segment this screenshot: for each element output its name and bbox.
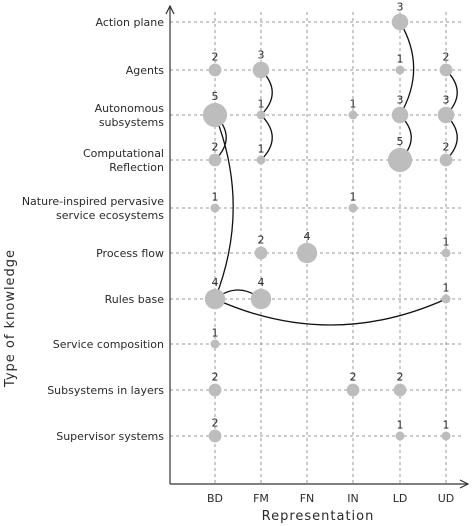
bubble-count-label: 1	[212, 327, 219, 340]
bubble-point	[395, 65, 405, 75]
relation-link	[214, 298, 447, 326]
bubble-count-label: 1	[350, 191, 357, 204]
bubble-point	[393, 383, 407, 397]
bubble-point	[391, 106, 409, 124]
bubble-point	[250, 288, 272, 310]
relation-links	[214, 21, 458, 326]
bubble-point	[208, 63, 222, 77]
bubble-point	[208, 429, 222, 443]
y-tick-label: Supervisor systems	[56, 430, 164, 443]
bubble-count-label: 4	[258, 276, 265, 289]
bubble-count-label: 2	[397, 371, 404, 384]
y-tick-label: Subsystems in layers	[47, 384, 164, 397]
bubble-point	[256, 155, 266, 165]
bubble-point	[439, 63, 453, 77]
bubble-count-label: 2	[212, 371, 219, 384]
bubble-count-label: 1	[212, 191, 219, 204]
grid-lines	[170, 12, 462, 484]
x-axis-arrow	[459, 479, 470, 489]
y-tick-label: Agents	[126, 64, 165, 77]
y-axis-arrow	[165, 4, 175, 15]
x-tick-label: FN	[300, 492, 315, 505]
bubble-point	[210, 339, 220, 349]
bubble-count-label: 2	[212, 141, 219, 154]
bubble-point	[202, 102, 228, 128]
bubble-count-label: 2	[212, 51, 219, 64]
y-tick-label: Computational Reflection	[83, 147, 164, 174]
y-tick-label: Action plane	[96, 16, 165, 29]
bubble-count-label: 1	[397, 53, 404, 66]
bubble-count-label: 1	[258, 143, 265, 156]
bubble-count-label: 1	[443, 282, 450, 295]
bubble-point	[256, 110, 266, 120]
x-tick-label: FM	[253, 492, 269, 505]
axes	[165, 4, 470, 489]
bubble-count-label: 1	[443, 236, 450, 249]
bubble-point	[204, 288, 226, 310]
bubble-point	[348, 110, 358, 120]
x-tick-label: UD	[438, 492, 455, 505]
bubble-point	[208, 153, 222, 167]
bubble-count-label: 4	[212, 276, 219, 289]
bubble-count-label: 1	[443, 419, 450, 432]
bubble-point	[210, 203, 220, 213]
bubble-count-label: 2	[258, 234, 265, 247]
bubble-point	[348, 203, 358, 213]
bubble-count-label: 3	[397, 94, 404, 107]
y-tick-labels: Action plane Agents Autonomous subsystems Co…	[22, 16, 164, 443]
bubble-count-label: 3	[443, 94, 450, 107]
y-axis-label: Type of knowledge	[3, 249, 18, 388]
y-tick-label: Service composition	[53, 338, 164, 351]
bubble-count-label: 2	[443, 141, 450, 154]
bubble-point	[441, 294, 451, 304]
y-tick-label: Process flow	[96, 247, 164, 260]
y-tick-label: Rules base	[105, 293, 165, 306]
bubble-count-label: 5	[212, 90, 219, 103]
bubble-count-label: 2	[212, 417, 219, 430]
bubble-point	[296, 242, 318, 264]
bubble-point	[437, 106, 455, 124]
bubble-point	[395, 431, 405, 441]
relation-link	[399, 21, 415, 116]
relation-link	[260, 114, 273, 161]
bubble-count-label: 2	[443, 51, 450, 64]
bubbles: 3 2 3 1 2 5 1 1 3 3 2 1 5 2 1 1 2 4 1 4 4 1 1 2 2 2 2 1 1	[202, 1, 455, 443]
bubble-point	[208, 383, 222, 397]
bubble-point	[387, 147, 413, 173]
x-tick-labels: BD FM FN IN LD UD	[207, 492, 454, 505]
bubble-point	[254, 246, 268, 260]
bubble-count-label: 4	[304, 230, 311, 243]
x-tick-label: IN	[347, 492, 358, 505]
bubble-point	[252, 61, 270, 79]
bubble-count-label: 3	[258, 49, 265, 62]
x-tick-label: BD	[207, 492, 223, 505]
bubble-point	[441, 248, 451, 258]
bubble-point	[346, 383, 360, 397]
x-tick-label: LD	[393, 492, 408, 505]
bubble-count-label: 1	[258, 98, 265, 111]
bubble-count-label: 3	[397, 1, 404, 14]
bubble-count-label: 5	[397, 135, 404, 148]
y-tick-label: Autonomous subsystems	[95, 102, 165, 129]
x-axis-label: Representation	[262, 509, 375, 524]
y-tick-label: Nature-inspired pervasive service ecosyst…	[22, 195, 164, 222]
bubble-point	[391, 13, 409, 31]
bubble-count-label: 1	[350, 98, 357, 111]
bubble-count-label: 2	[350, 371, 357, 384]
bubble-count-label: 1	[397, 419, 404, 432]
bubble-point	[439, 153, 453, 167]
bubble-point	[441, 431, 451, 441]
relation-link	[214, 114, 234, 300]
